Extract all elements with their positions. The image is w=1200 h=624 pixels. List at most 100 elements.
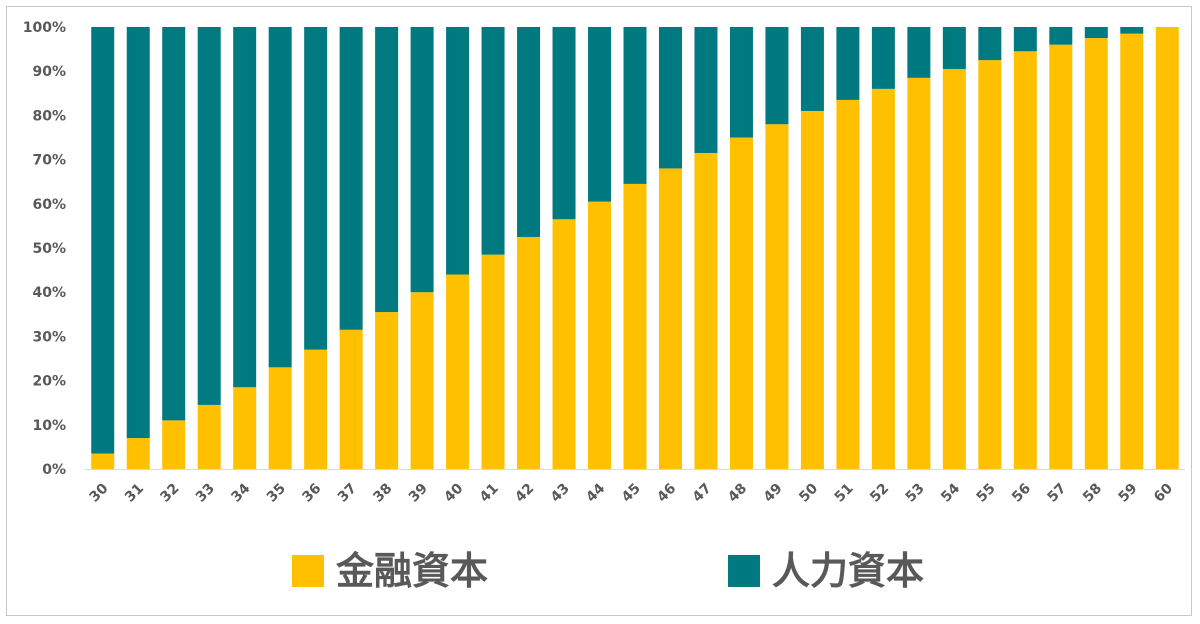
x-tick-label: 41	[477, 481, 502, 506]
bar-financial-capital-36	[304, 349, 328, 469]
bar-human-capital-44	[588, 27, 612, 202]
y-tick-label: 50%	[32, 241, 66, 257]
bar-human-capital-39	[410, 27, 434, 293]
x-tick-label: 33	[193, 481, 218, 506]
x-tick-label: 40	[441, 480, 466, 505]
bar-financial-capital-53	[907, 77, 931, 469]
bar-financial-capital-58	[1084, 38, 1108, 470]
x-tick-label: 54	[938, 480, 963, 505]
bar-financial-capital-56	[1013, 51, 1037, 470]
bar-human-capital-36	[304, 27, 328, 350]
bar-human-capital-47	[694, 27, 718, 153]
bar-human-capital-41	[481, 27, 505, 255]
x-tick-label: 53	[903, 481, 928, 506]
bar-human-capital-43	[552, 27, 576, 220]
bar-financial-capital-46	[658, 168, 682, 469]
legend-swatch-financial-capital	[292, 555, 324, 587]
bar-financial-capital-32	[162, 420, 186, 469]
x-tick-label: 58	[1080, 481, 1105, 506]
x-tick-label: 42	[512, 481, 537, 506]
bar-financial-capital-35	[268, 367, 292, 469]
x-tick-label: 44	[583, 480, 608, 505]
legend-label-human-capital: 人力資本	[772, 549, 924, 593]
bar-human-capital-33	[197, 27, 221, 405]
x-tick-label: 38	[370, 481, 395, 506]
bar-financial-capital-45	[623, 183, 647, 469]
bar-financial-capital-43	[552, 219, 576, 469]
bar-human-capital-38	[375, 27, 399, 313]
bar-human-capital-45	[623, 27, 647, 184]
y-tick-label: 10%	[32, 418, 66, 434]
x-tick-label: 57	[1045, 481, 1070, 506]
bar-human-capital-32	[162, 27, 186, 421]
bar-financial-capital-51	[836, 99, 860, 470]
bar-financial-capital-41	[481, 254, 505, 469]
bar-human-capital-50	[800, 27, 824, 111]
bar-financial-capital-40	[446, 274, 470, 469]
bar-human-capital-40	[446, 27, 470, 275]
bar-financial-capital-50	[800, 110, 824, 469]
y-tick-label: 100%	[23, 20, 66, 36]
bar-financial-capital-42	[517, 236, 541, 469]
bar-human-capital-51	[836, 27, 860, 100]
bar-human-capital-54	[942, 27, 966, 69]
y-tick-label: 30%	[32, 329, 66, 345]
x-tick-label: 39	[406, 481, 431, 506]
y-axis-ticks: 0% 10% 20% 30% 40% 50% 60% 70% 80% 90% 100%	[23, 20, 66, 478]
bar-human-capital-57	[1049, 27, 1073, 45]
bar-financial-capital-34	[233, 387, 257, 469]
bar-financial-capital-55	[978, 60, 1002, 470]
bar-human-capital-34	[233, 27, 257, 388]
bar-human-capital-56	[1013, 27, 1037, 52]
bar-financial-capital-59	[1120, 33, 1144, 469]
y-tick-label: 80%	[32, 108, 66, 124]
bar-financial-capital-30	[91, 453, 115, 469]
bar-human-capital-37	[339, 27, 363, 330]
bar-financial-capital-37	[339, 329, 363, 469]
bar-human-capital-30	[91, 27, 115, 454]
bar-human-capital-46	[658, 27, 682, 169]
x-tick-label: 52	[867, 481, 892, 506]
x-tick-label: 50	[796, 480, 821, 505]
x-tick-label: 56	[1009, 481, 1034, 506]
bar-human-capital-35	[268, 27, 292, 368]
x-tick-label: 45	[619, 481, 644, 506]
bar-financial-capital-57	[1049, 44, 1073, 470]
bar-financial-capital-52	[871, 88, 895, 469]
bar-financial-capital-47	[694, 152, 718, 469]
bar-financial-capital-44	[588, 201, 612, 469]
x-tick-label: 49	[761, 481, 786, 506]
legend: 金融資本 人力資本	[292, 549, 924, 593]
x-tick-label: 55	[974, 481, 999, 506]
x-axis-ticks: 30 31 32 33 34 35 36 37 38 39 40 41 42 43 44 45 46 47 48 49…	[86, 480, 1176, 505]
x-tick-label: 60	[1151, 480, 1176, 505]
bar-human-capital-53	[907, 27, 931, 78]
x-tick-label: 30	[86, 480, 111, 505]
bar-human-capital-58	[1084, 27, 1108, 39]
x-tick-label: 37	[335, 481, 360, 506]
bar-human-capital-55	[978, 27, 1002, 61]
x-tick-label: 51	[832, 481, 857, 506]
bar-financial-capital-33	[197, 404, 221, 469]
bars	[91, 27, 1179, 470]
y-tick-label: 60%	[32, 197, 66, 213]
y-tick-label: 40%	[32, 285, 66, 301]
x-tick-label: 43	[548, 481, 573, 506]
x-tick-label: 35	[264, 481, 289, 506]
bar-financial-capital-49	[765, 124, 789, 470]
bar-financial-capital-60	[1155, 27, 1179, 469]
x-tick-label: 36	[299, 481, 324, 506]
bar-human-capital-42	[517, 27, 541, 237]
bar-human-capital-48	[729, 27, 753, 138]
y-tick-label: 70%	[32, 153, 66, 169]
x-tick-label: 46	[654, 481, 679, 506]
bar-human-capital-31	[126, 27, 150, 439]
y-tick-label: 90%	[32, 64, 66, 80]
bar-human-capital-52	[871, 27, 895, 89]
bar-financial-capital-48	[729, 137, 753, 469]
legend-swatch-human-capital	[728, 555, 760, 587]
x-tick-label: 34	[228, 480, 253, 505]
bar-financial-capital-38	[375, 312, 399, 469]
bar-human-capital-59	[1120, 27, 1144, 34]
